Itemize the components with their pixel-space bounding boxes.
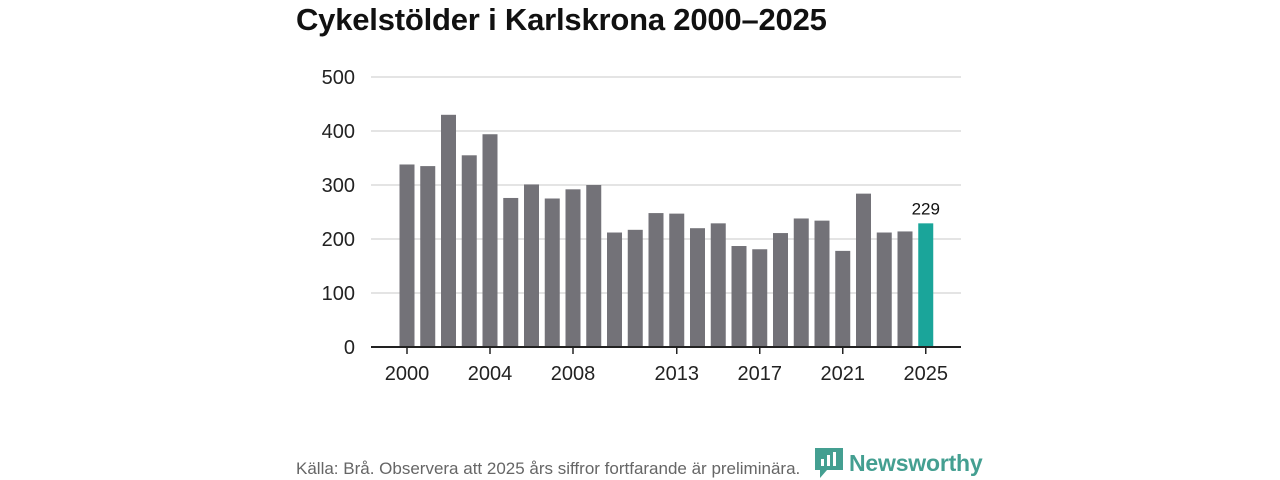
bar-2014 xyxy=(690,228,705,347)
y-axis-ticks: 0 100 200 300 400 500 xyxy=(322,67,355,359)
bar-2022 xyxy=(856,193,871,347)
source-note: Källa: Brå. Observera att 2025 års siffr… xyxy=(296,459,801,478)
x-tick-label: 2017 xyxy=(738,363,783,385)
bar-2015 xyxy=(710,223,726,347)
y-tick-label: 0 xyxy=(344,337,355,359)
bar-2016 xyxy=(731,246,747,347)
x-tick-label: 2013 xyxy=(655,363,700,385)
bar-2002 xyxy=(441,114,456,347)
x-tick-label: 2000 xyxy=(385,363,430,385)
chart-title: Cykelstölder i Karlskrona 2000–2025 xyxy=(296,2,827,37)
bar-2000 xyxy=(399,164,415,347)
bar-2021 xyxy=(835,250,851,347)
y-tick-label: 200 xyxy=(322,229,355,251)
x-tick-label: 2008 xyxy=(551,363,596,385)
newsworthy-logo-icon xyxy=(815,448,843,478)
bar-chart: 0 100 200 300 400 500 2000 2004 2008 2013 2017 202… xyxy=(322,67,961,385)
x-tick-label: 2021 xyxy=(821,363,866,385)
bar-2007 xyxy=(544,198,560,347)
bar-2013 xyxy=(669,213,685,347)
newsworthy-brand: Newsworthy xyxy=(815,446,983,480)
brand-name: Newsworthy xyxy=(849,449,983,476)
bar-2010 xyxy=(607,232,622,347)
x-axis: 2000 2004 2008 2013 2017 2021 2025 xyxy=(371,346,961,385)
x-tick-label: 2025 xyxy=(904,363,949,385)
bar-2024 xyxy=(897,231,913,347)
y-tick-label: 400 xyxy=(322,121,355,143)
bar-2009 xyxy=(586,185,602,347)
bar-2025 xyxy=(918,223,934,347)
bar-2003 xyxy=(461,155,477,347)
y-tick-label: 300 xyxy=(322,175,355,197)
annotations: 229 xyxy=(912,199,940,218)
bar-2011 xyxy=(627,229,643,347)
bar-2019 xyxy=(793,218,809,347)
bar-2023 xyxy=(876,232,892,347)
bar-2006 xyxy=(524,184,539,347)
bar-2004 xyxy=(482,134,498,347)
bar-2012 xyxy=(648,213,664,347)
bar-2008 xyxy=(565,189,581,347)
bar-2001 xyxy=(420,166,436,347)
bar-2018 xyxy=(773,233,788,347)
data-label-2025: 229 xyxy=(912,199,940,218)
bar-2005 xyxy=(503,197,519,347)
x-tick-label: 2004 xyxy=(468,363,513,385)
grid-lines xyxy=(371,76,961,294)
bar-2017 xyxy=(752,249,768,347)
bars xyxy=(399,114,934,347)
bar-2020 xyxy=(814,220,830,347)
y-tick-label: 500 xyxy=(322,67,355,89)
y-tick-label: 100 xyxy=(322,283,355,305)
